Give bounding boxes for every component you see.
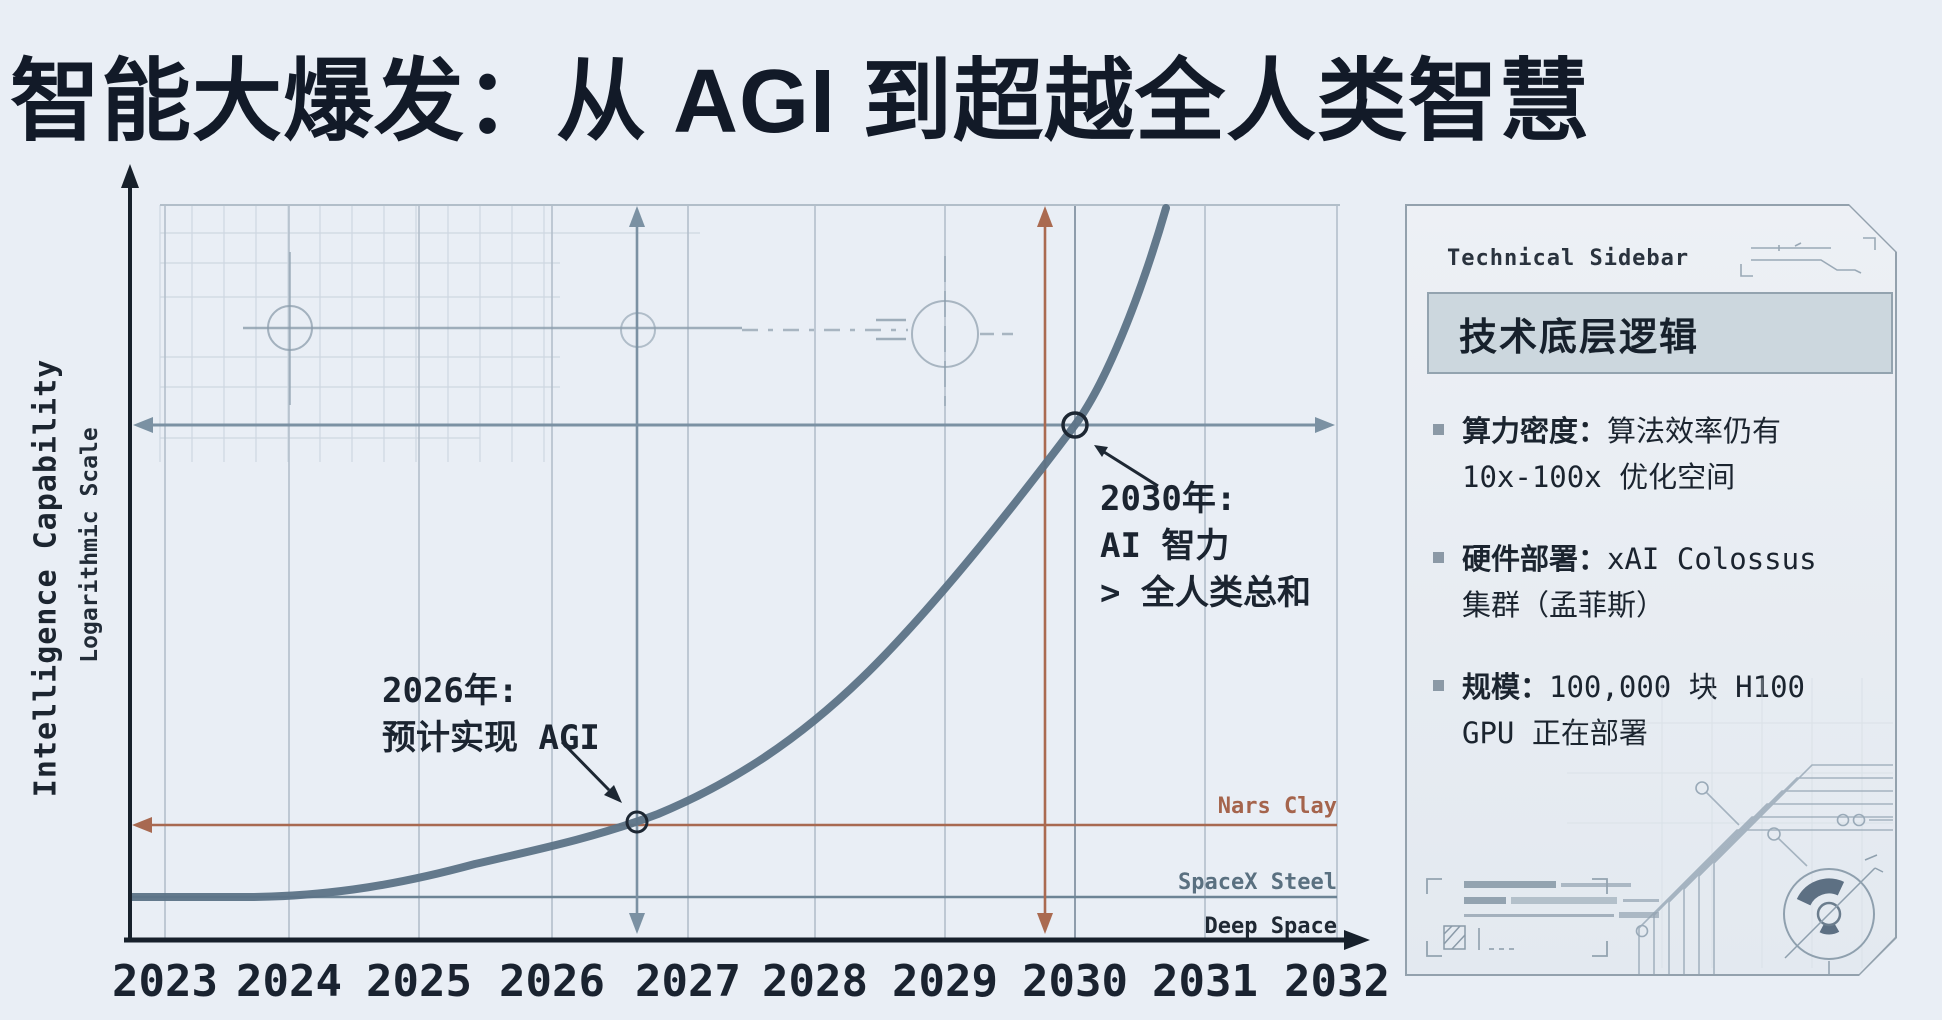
gauge-decor (1783, 854, 1884, 974)
asi-annotation-line3: > 全人类总和 (1100, 573, 1311, 613)
bullet-square-icon (1433, 552, 1444, 563)
x-tick-2028: 2028 (762, 956, 868, 1007)
x-tick-2023: 2023 (112, 956, 218, 1007)
year-gridlines (164, 205, 1338, 938)
bullet-text: 算法效率仍有 10x-100x 优化空间 (1462, 414, 1782, 494)
page-title: 智能大爆发：从 AGI 到超越全人类智慧 (9, 52, 1591, 152)
bullet-label: 算力密度： (1462, 414, 1608, 448)
agi-level-line (132, 817, 1337, 833)
asi-annotation-line2: AI 智力 (1100, 526, 1230, 566)
sidebar-eyebrow: Technical Sidebar (1447, 246, 1690, 271)
agi-annotation-line1: 2026年: (382, 671, 519, 711)
bullet-label: 硬件部署： (1462, 542, 1608, 576)
axes (121, 164, 1370, 950)
sidebar-bullet-hardware: 硬件部署：xAI Colossus 集群（孟菲斯） (1433, 536, 1873, 628)
level-label-steel: SpaceX Steel (1178, 870, 1337, 895)
bullet-text: xAI Colossus 集群（孟菲斯） (1462, 542, 1817, 622)
asi-point-marker (1061, 411, 1089, 439)
x-tick-2030: 2030 (1022, 956, 1128, 1007)
y-axis-label-secondary: Logarithmic Scale (77, 427, 103, 663)
agi-annotation-line2: 预计实现 AGI (382, 718, 600, 758)
circuit-decor (1426, 678, 1893, 974)
minor-grid (159, 205, 700, 462)
x-tick-2026: 2026 (499, 956, 605, 1007)
agi-vertical-guide (629, 206, 645, 934)
blueprint-decor (243, 252, 1013, 406)
technical-sidebar-panel: Technical Sidebar 技术底层逻辑 算力密度：算法效率仍有 10x… (1407, 206, 1895, 974)
bullet-square-icon (1433, 680, 1444, 691)
x-tick-2031: 2031 (1152, 956, 1258, 1007)
agi-annotation: 2026年: 预计实现 AGI (382, 668, 600, 762)
annotation-arrows (560, 445, 1159, 803)
x-tick-2027: 2027 (635, 956, 741, 1007)
blueprint-callout-icon (1740, 237, 1876, 277)
asi-annotation: 2030年: AI 智力 > 全人类总和 (1100, 476, 1311, 617)
asi-vertical-guide (1037, 206, 1053, 934)
sidebar-bullet-compute: 算力密度：算法效率仍有 10x-100x 优化空间 (1433, 408, 1873, 500)
bullet-label: 规模： (1462, 670, 1550, 704)
level-label-space: Deep Space (1204, 914, 1337, 939)
x-tick-2029: 2029 (892, 956, 998, 1007)
x-tick-2032: 2032 (1284, 956, 1390, 1007)
bullet-square-icon (1433, 424, 1444, 435)
level-label-clay: Nars Clay (1217, 794, 1337, 819)
asi-annotation-line1: 2030年: (1100, 479, 1237, 519)
agi-point-marker (625, 810, 649, 834)
asi-level-line (133, 417, 1335, 433)
capability-curve (128, 204, 1170, 901)
technical-sidebar: Technical Sidebar 技术底层逻辑 算力密度：算法效率仍有 10x… (1405, 204, 1897, 976)
x-tick-2024: 2024 (236, 956, 342, 1007)
y-axis-label-primary: Intelligence Capability (28, 358, 64, 798)
x-tick-2025: 2025 (366, 956, 472, 1007)
sidebar-heading: 技术底层逻辑 (1459, 316, 1700, 359)
sidebar-heading-box: 技术底层逻辑 (1427, 292, 1893, 374)
